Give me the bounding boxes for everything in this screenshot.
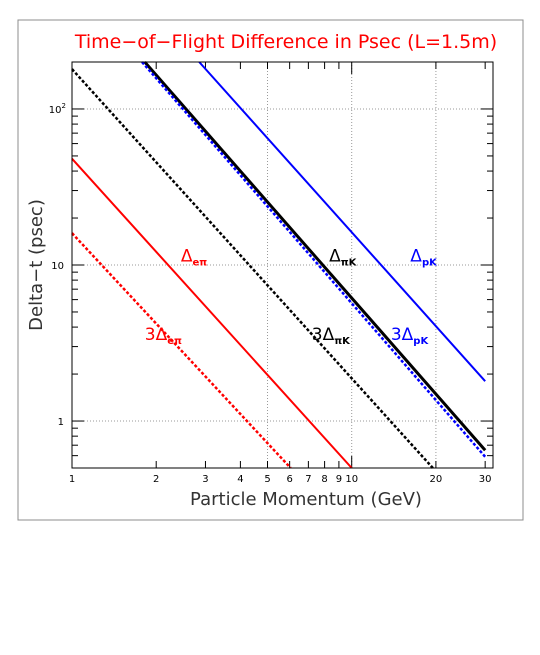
series-label-delta: Δ — [402, 325, 414, 345]
x-tick-label: 6 — [286, 474, 292, 485]
series-label-prefix: 3 — [312, 325, 323, 345]
plot-area — [71, 61, 494, 469]
series-label-subscript: πK — [334, 336, 351, 347]
series-label-3: 3ΔπK — [312, 325, 351, 347]
x-tick-label: 7 — [305, 474, 311, 485]
series-label-1: 3Δeπ — [145, 325, 182, 347]
series-label-subscript: eπ — [167, 336, 182, 347]
series-line-1 — [71, 232, 292, 469]
series-label-delta: Δ — [410, 247, 422, 267]
series-label-4: ΔpK — [410, 247, 438, 269]
x-tick-label: 8 — [321, 474, 327, 485]
x-tick-label: 5 — [264, 474, 270, 485]
y-tick-label-base: 10 — [51, 261, 64, 272]
series-label-delta: Δ — [329, 247, 341, 267]
series-label-delta: Δ — [181, 247, 193, 267]
x-axis-title: Particle Momentum (GeV) — [190, 489, 422, 510]
series-label-subscript: eπ — [192, 258, 207, 269]
y-tick-label: 10 — [51, 261, 64, 272]
y-tick-label: 1 — [58, 417, 64, 428]
series-line-0 — [71, 158, 353, 469]
y-tick-label: 102 — [49, 102, 66, 116]
series-label-subscript: pK — [422, 258, 438, 269]
series-line-2 — [143, 61, 487, 452]
curves — [71, 61, 487, 469]
y-tick-label-base: 1 — [58, 417, 64, 428]
series-line-4 — [198, 61, 486, 382]
series-label-prefix: 3 — [145, 325, 156, 345]
series-label-5: 3ΔpK — [391, 325, 430, 347]
y-tick-label-base: 10 — [49, 105, 62, 116]
grid — [72, 62, 493, 468]
x-tick-label: 9 — [336, 474, 342, 485]
chart-title: Time−of−Flight Difference in Psec (L=1.5… — [74, 31, 497, 53]
series-label-subscript: πK — [341, 258, 358, 269]
x-tick-label: 30 — [479, 474, 492, 485]
series-label-delta: Δ — [323, 325, 335, 345]
x-tick-label: 20 — [430, 474, 443, 485]
y-axis-title: Delta−t (psec) — [26, 199, 47, 331]
x-tick-label: 1 — [69, 474, 75, 485]
series-label-0: Δeπ — [181, 247, 207, 269]
series-label-prefix: 3 — [391, 325, 402, 345]
series-label-2: ΔπK — [329, 247, 358, 269]
x-tick-label: 10 — [345, 474, 358, 485]
x-tick-label: 2 — [153, 474, 159, 485]
series-label-subscript: pK — [413, 336, 429, 347]
x-tick-label: 4 — [237, 474, 243, 485]
series-line-5 — [141, 61, 487, 458]
y-tick-label-exponent: 2 — [62, 102, 66, 110]
series-label-delta: Δ — [156, 325, 168, 345]
x-tick-label: 3 — [202, 474, 208, 485]
